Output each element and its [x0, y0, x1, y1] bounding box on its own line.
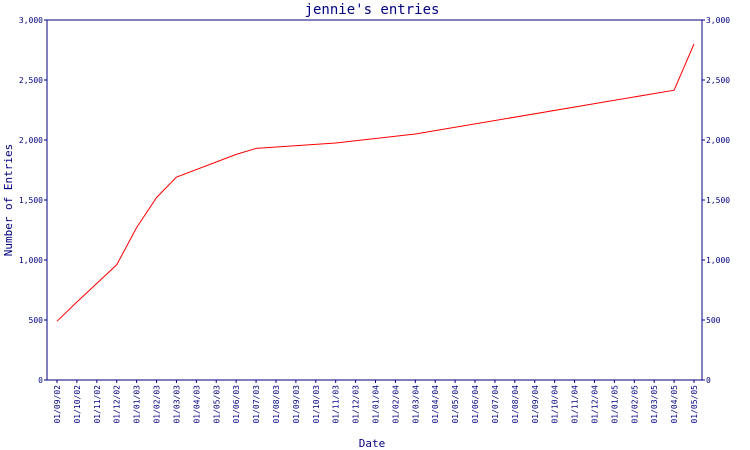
y-tick-label-left: 2,000 [19, 136, 43, 145]
x-tick-label: 01/03/03 [172, 385, 181, 424]
y-tick-label-right: 500 [706, 316, 721, 325]
y-tick-label-right: 3,000 [706, 16, 730, 25]
x-tick-label: 01/02/04 [391, 385, 400, 424]
x-tick-label: 01/01/04 [372, 385, 381, 424]
y-tick-label-right: 2,000 [706, 136, 730, 145]
x-tick-label: 01/02/05 [630, 385, 639, 424]
x-tick-label: 01/11/02 [93, 385, 102, 424]
x-tick-label: 01/04/05 [670, 385, 679, 424]
x-tick-label: 01/03/04 [411, 385, 420, 424]
x-tick-label: 01/10/04 [551, 385, 560, 424]
x-tick-label: 01/09/03 [292, 385, 301, 424]
y-tick-label-left: 2,500 [19, 76, 43, 85]
x-tick-label: 01/04/03 [192, 385, 201, 424]
x-tick-label: 01/12/04 [590, 385, 599, 424]
x-tick-label: 01/02/03 [153, 385, 162, 424]
right-y-ticks: 0 500 1,000 1,500 2,000 2,500 3,000 [702, 16, 730, 385]
y-tick-label-right: 1,500 [706, 196, 730, 205]
x-tick-label: 01/06/04 [471, 385, 480, 424]
x-tick-label: 01/01/03 [133, 385, 142, 424]
y-axis-label: Number of Entries [2, 144, 15, 257]
x-tick-label: 01/10/03 [312, 385, 321, 424]
x-tick-label: 01/07/04 [491, 385, 500, 424]
x-axis-label: Date [359, 437, 386, 450]
y-tick-label-left: 0 [38, 376, 43, 385]
x-ticks: 01/09/02 01/10/02 01/11/02 01/12/02 01/01/03… [53, 380, 699, 424]
x-tick-label: 01/09/02 [53, 385, 62, 424]
y-tick-label-left: 1,000 [19, 256, 43, 265]
x-tick-label: 01/12/02 [113, 385, 122, 424]
x-tick-label: 01/05/04 [451, 385, 460, 424]
x-tick-label: 01/03/05 [650, 385, 659, 424]
x-tick-label: 01/11/04 [571, 385, 580, 424]
x-tick-label: 01/06/03 [232, 385, 241, 424]
x-tick-label: 01/11/03 [332, 385, 341, 424]
x-tick-label: 01/08/04 [511, 385, 520, 424]
left-y-ticks: 0 500 1,000 1,500 2,000 2,500 3,000 [19, 16, 47, 385]
series-line [56, 43, 695, 322]
y-tick-label-right: 0 [706, 376, 711, 385]
x-tick-label: 01/10/02 [73, 385, 82, 424]
y-tick-label-right: 2,500 [706, 76, 730, 85]
x-tick-label: 01/09/04 [531, 385, 540, 424]
y-tick-label-left: 3,000 [19, 16, 43, 25]
x-tick-label: 01/05/05 [690, 385, 699, 424]
y-tick-label-right: 1,000 [706, 256, 730, 265]
chart-title: jennie's entries [305, 2, 440, 18]
y-tick-label-left: 1,500 [19, 196, 43, 205]
x-tick-label: 01/04/04 [431, 385, 440, 424]
x-tick-label: 01/08/03 [272, 385, 281, 424]
x-tick-label: 01/07/03 [252, 385, 261, 424]
x-tick-label: 01/01/05 [610, 385, 619, 424]
x-tick-label: 01/05/03 [212, 385, 221, 424]
y-tick-label-left: 500 [29, 316, 44, 325]
x-tick-label: 01/12/03 [352, 385, 361, 424]
